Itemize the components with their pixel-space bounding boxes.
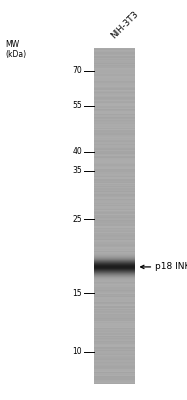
Text: 35: 35	[73, 166, 82, 176]
Text: 25: 25	[73, 215, 82, 224]
Text: 70: 70	[73, 66, 82, 75]
Text: NIH-3T3: NIH-3T3	[110, 9, 141, 40]
Text: 10: 10	[73, 347, 82, 356]
Text: 40: 40	[73, 147, 82, 156]
Text: 15: 15	[73, 289, 82, 298]
Text: p18 INK4c: p18 INK4c	[155, 262, 187, 272]
Text: MW
(kDa): MW (kDa)	[6, 40, 27, 59]
Bar	[94, 48, 135, 384]
Text: 55: 55	[73, 101, 82, 110]
